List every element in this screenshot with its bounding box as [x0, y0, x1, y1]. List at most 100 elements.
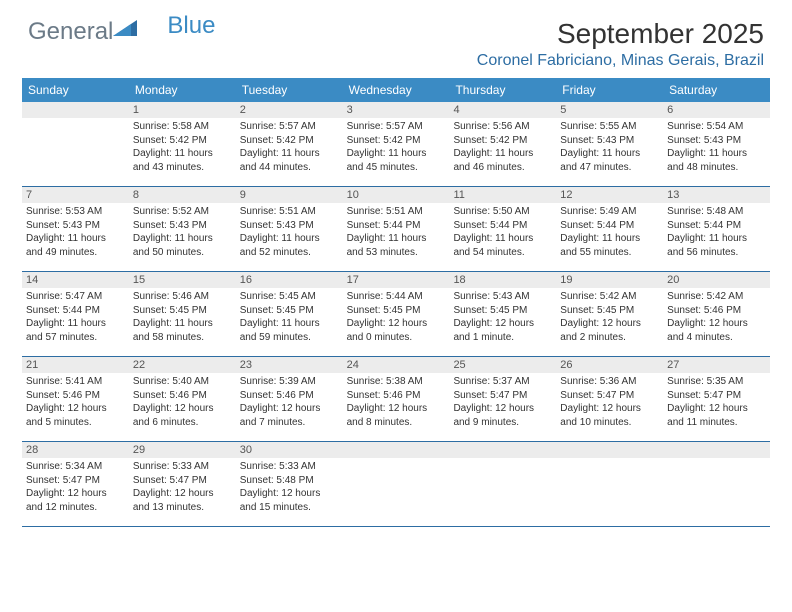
logo-triangle-icon	[113, 18, 141, 43]
day-cell	[22, 102, 129, 186]
day-cell: 29Sunrise: 5:33 AMSunset: 5:47 PMDayligh…	[129, 442, 236, 526]
day-content: Sunrise: 5:57 AMSunset: 5:42 PMDaylight:…	[343, 118, 450, 178]
daylight-text: Daylight: 11 hours and 47 minutes.	[560, 147, 659, 174]
sunset-text: Sunset: 5:45 PM	[560, 304, 659, 318]
day-header-wed: Wednesday	[343, 78, 450, 102]
day-number: 19	[556, 272, 663, 288]
day-content: Sunrise: 5:51 AMSunset: 5:43 PMDaylight:…	[236, 203, 343, 263]
day-content: Sunrise: 5:36 AMSunset: 5:47 PMDaylight:…	[556, 373, 663, 433]
day-number: 13	[663, 187, 770, 203]
daylight-text: Daylight: 11 hours and 46 minutes.	[453, 147, 552, 174]
day-cell: 9Sunrise: 5:51 AMSunset: 5:43 PMDaylight…	[236, 187, 343, 271]
day-cell: 8Sunrise: 5:52 AMSunset: 5:43 PMDaylight…	[129, 187, 236, 271]
sunrise-text: Sunrise: 5:50 AM	[453, 205, 552, 219]
daylight-text: Daylight: 12 hours and 1 minute.	[453, 317, 552, 344]
day-number: 18	[449, 272, 556, 288]
daylight-text: Daylight: 11 hours and 57 minutes.	[26, 317, 125, 344]
daylight-text: Daylight: 11 hours and 59 minutes.	[240, 317, 339, 344]
day-cell	[449, 442, 556, 526]
daylight-text: Daylight: 11 hours and 55 minutes.	[560, 232, 659, 259]
sunset-text: Sunset: 5:44 PM	[347, 219, 446, 233]
day-content: Sunrise: 5:37 AMSunset: 5:47 PMDaylight:…	[449, 373, 556, 433]
sunrise-text: Sunrise: 5:40 AM	[133, 375, 232, 389]
sunset-text: Sunset: 5:43 PM	[133, 219, 232, 233]
daylight-text: Daylight: 12 hours and 15 minutes.	[240, 487, 339, 514]
day-number: 2	[236, 102, 343, 118]
day-content: Sunrise: 5:54 AMSunset: 5:43 PMDaylight:…	[663, 118, 770, 178]
day-cell: 22Sunrise: 5:40 AMSunset: 5:46 PMDayligh…	[129, 357, 236, 441]
daylight-text: Daylight: 11 hours and 48 minutes.	[667, 147, 766, 174]
day-content: Sunrise: 5:45 AMSunset: 5:45 PMDaylight:…	[236, 288, 343, 348]
week-row: 14Sunrise: 5:47 AMSunset: 5:44 PMDayligh…	[22, 272, 770, 357]
day-number: 30	[236, 442, 343, 458]
sunrise-text: Sunrise: 5:57 AM	[240, 120, 339, 134]
sunrise-text: Sunrise: 5:47 AM	[26, 290, 125, 304]
day-number: 10	[343, 187, 450, 203]
day-cell: 28Sunrise: 5:34 AMSunset: 5:47 PMDayligh…	[22, 442, 129, 526]
day-header-mon: Monday	[129, 78, 236, 102]
day-cell: 26Sunrise: 5:36 AMSunset: 5:47 PMDayligh…	[556, 357, 663, 441]
day-content: Sunrise: 5:48 AMSunset: 5:44 PMDaylight:…	[663, 203, 770, 263]
day-cell: 4Sunrise: 5:56 AMSunset: 5:42 PMDaylight…	[449, 102, 556, 186]
day-content: Sunrise: 5:49 AMSunset: 5:44 PMDaylight:…	[556, 203, 663, 263]
sunset-text: Sunset: 5:47 PM	[560, 389, 659, 403]
title-block: September 2025 Coronel Fabriciano, Minas…	[477, 18, 764, 70]
day-cell: 13Sunrise: 5:48 AMSunset: 5:44 PMDayligh…	[663, 187, 770, 271]
day-number: 23	[236, 357, 343, 373]
day-number: 22	[129, 357, 236, 373]
sunset-text: Sunset: 5:44 PM	[560, 219, 659, 233]
sunrise-text: Sunrise: 5:56 AM	[453, 120, 552, 134]
sunrise-text: Sunrise: 5:57 AM	[347, 120, 446, 134]
day-number: 20	[663, 272, 770, 288]
sunrise-text: Sunrise: 5:33 AM	[133, 460, 232, 474]
day-number: 9	[236, 187, 343, 203]
day-number: 3	[343, 102, 450, 118]
sunset-text: Sunset: 5:43 PM	[560, 134, 659, 148]
sunrise-text: Sunrise: 5:53 AM	[26, 205, 125, 219]
week-row: 28Sunrise: 5:34 AMSunset: 5:47 PMDayligh…	[22, 442, 770, 527]
daylight-text: Daylight: 11 hours and 54 minutes.	[453, 232, 552, 259]
day-cell: 30Sunrise: 5:33 AMSunset: 5:48 PMDayligh…	[236, 442, 343, 526]
sunrise-text: Sunrise: 5:43 AM	[453, 290, 552, 304]
day-number: 7	[22, 187, 129, 203]
day-number: 17	[343, 272, 450, 288]
daylight-text: Daylight: 12 hours and 10 minutes.	[560, 402, 659, 429]
logo-text-blue: Blue	[167, 12, 215, 40]
day-cell	[663, 442, 770, 526]
day-header-sat: Saturday	[663, 78, 770, 102]
day-cell: 7Sunrise: 5:53 AMSunset: 5:43 PMDaylight…	[22, 187, 129, 271]
day-cell: 27Sunrise: 5:35 AMSunset: 5:47 PMDayligh…	[663, 357, 770, 441]
day-number: 27	[663, 357, 770, 373]
sunrise-text: Sunrise: 5:37 AM	[453, 375, 552, 389]
daylight-text: Daylight: 12 hours and 7 minutes.	[240, 402, 339, 429]
sunset-text: Sunset: 5:46 PM	[347, 389, 446, 403]
day-content: Sunrise: 5:44 AMSunset: 5:45 PMDaylight:…	[343, 288, 450, 348]
day-cell: 17Sunrise: 5:44 AMSunset: 5:45 PMDayligh…	[343, 272, 450, 356]
sunrise-text: Sunrise: 5:36 AM	[560, 375, 659, 389]
day-number	[663, 442, 770, 458]
day-content: Sunrise: 5:34 AMSunset: 5:47 PMDaylight:…	[22, 458, 129, 518]
sunset-text: Sunset: 5:43 PM	[26, 219, 125, 233]
day-content: Sunrise: 5:50 AMSunset: 5:44 PMDaylight:…	[449, 203, 556, 263]
sunrise-text: Sunrise: 5:34 AM	[26, 460, 125, 474]
sunset-text: Sunset: 5:47 PM	[453, 389, 552, 403]
day-content: Sunrise: 5:55 AMSunset: 5:43 PMDaylight:…	[556, 118, 663, 178]
day-content: Sunrise: 5:40 AMSunset: 5:46 PMDaylight:…	[129, 373, 236, 433]
month-title: September 2025	[477, 18, 764, 50]
day-content: Sunrise: 5:56 AMSunset: 5:42 PMDaylight:…	[449, 118, 556, 178]
day-cell: 3Sunrise: 5:57 AMSunset: 5:42 PMDaylight…	[343, 102, 450, 186]
daylight-text: Daylight: 12 hours and 13 minutes.	[133, 487, 232, 514]
day-number: 4	[449, 102, 556, 118]
week-row: 7Sunrise: 5:53 AMSunset: 5:43 PMDaylight…	[22, 187, 770, 272]
day-number: 15	[129, 272, 236, 288]
sunrise-text: Sunrise: 5:58 AM	[133, 120, 232, 134]
day-number: 28	[22, 442, 129, 458]
day-content: Sunrise: 5:42 AMSunset: 5:46 PMDaylight:…	[663, 288, 770, 348]
day-number: 21	[22, 357, 129, 373]
day-cell: 20Sunrise: 5:42 AMSunset: 5:46 PMDayligh…	[663, 272, 770, 356]
day-content: Sunrise: 5:33 AMSunset: 5:47 PMDaylight:…	[129, 458, 236, 518]
sunset-text: Sunset: 5:44 PM	[667, 219, 766, 233]
daylight-text: Daylight: 12 hours and 12 minutes.	[26, 487, 125, 514]
day-content: Sunrise: 5:35 AMSunset: 5:47 PMDaylight:…	[663, 373, 770, 433]
day-content: Sunrise: 5:47 AMSunset: 5:44 PMDaylight:…	[22, 288, 129, 348]
